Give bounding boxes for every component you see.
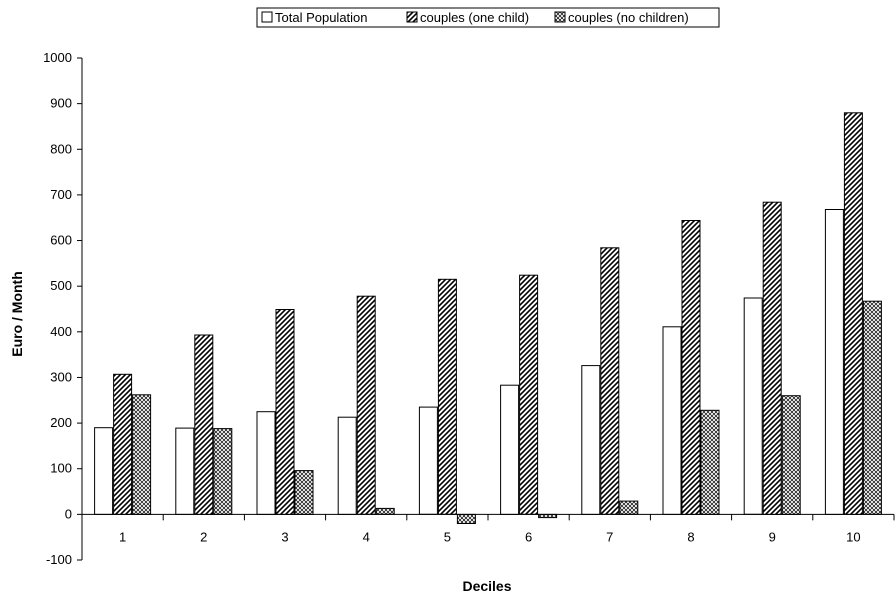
- bar-couples-no-children-9: [781, 395, 801, 515]
- y-tick-label: 300: [50, 369, 72, 384]
- bar-couples-one-child-3: [275, 309, 295, 515]
- bar-couples-one-child-8: [681, 220, 701, 515]
- y-tick-label: 700: [50, 187, 72, 202]
- x-tick-label: 8: [687, 529, 694, 544]
- legend-swatch-couples-one-child: [406, 11, 418, 23]
- x-tick-label: 4: [363, 529, 370, 544]
- x-tick-label: 5: [444, 529, 451, 544]
- bar-couples-no-children-5: [456, 513, 476, 525]
- legend-frame: [256, 7, 720, 28]
- x-tick-label: 10: [846, 529, 860, 544]
- bar-couples-one-child-7: [600, 247, 620, 515]
- y-axis-title: Euro / Month: [9, 271, 25, 357]
- bar-couples-one-child-9: [762, 201, 782, 515]
- legend-label-couples-one-child: couples (one child): [420, 10, 529, 25]
- y-tick-label: 400: [50, 324, 72, 339]
- y-tick-label: 0: [65, 506, 72, 521]
- y-tick-label: 600: [50, 233, 72, 248]
- x-axis-title: Deciles: [462, 578, 511, 594]
- bar-couples-one-child-5: [437, 278, 457, 515]
- bar-total-population-2: [175, 427, 195, 515]
- bar-total-population-3: [256, 411, 276, 515]
- bar-total-population-5: [418, 406, 438, 515]
- legend-swatch-couples-no-children: [554, 11, 566, 23]
- legend-label-couples-no-children: couples (no children): [568, 10, 689, 25]
- y-tick-label: 1000: [43, 50, 72, 65]
- bar-total-population-8: [662, 326, 682, 515]
- bar-couples-no-children-3: [294, 470, 314, 515]
- bar-total-population-7: [581, 365, 601, 515]
- x-tick-label: 3: [281, 529, 288, 544]
- bar-couples-one-child-10: [843, 112, 863, 515]
- bar-couples-no-children-10: [862, 300, 882, 515]
- y-tick-label: 200: [50, 415, 72, 430]
- bar-couples-no-children-7: [619, 500, 639, 515]
- bar-couples-no-children-4: [375, 507, 395, 515]
- bar-total-population-10: [824, 209, 844, 515]
- y-axis-ticks: -100 0 100 200 300 400 500 600 700 800 900 1000: [43, 50, 82, 567]
- bar-couples-one-child-2: [194, 334, 214, 515]
- bar-couples-no-children-2: [213, 428, 233, 515]
- bar-couples-one-child-4: [356, 295, 376, 515]
- y-tick-label: 100: [50, 461, 72, 476]
- bar-total-population-6: [500, 384, 520, 515]
- y-tick-label: 800: [50, 141, 72, 156]
- y-tick-label: 500: [50, 278, 72, 293]
- x-tick-label: 7: [606, 529, 613, 544]
- bar-total-population-1: [94, 427, 114, 515]
- bar-total-population-9: [743, 297, 763, 515]
- y-tick-label: -100: [46, 552, 72, 567]
- x-tick-label: 9: [769, 529, 776, 544]
- bar-couples-no-children-1: [132, 394, 152, 515]
- bars: [94, 112, 882, 525]
- bar-couples-one-child-1: [113, 373, 133, 515]
- x-tick-label: 6: [525, 529, 532, 544]
- legend-swatch-total-population: [261, 11, 273, 23]
- bar-couples-no-children-6: [538, 513, 558, 519]
- bar-total-population-4: [337, 416, 357, 515]
- x-axis-ticks: 1 2 3 4 5 6 7 8 9 10: [81, 514, 895, 544]
- bar-couples-no-children-8: [700, 409, 720, 515]
- legend-label-total-population: Total Population: [275, 10, 368, 25]
- bar-couples-one-child-6: [519, 274, 539, 515]
- x-tick-label: 1: [119, 529, 126, 544]
- x-tick-label: 2: [200, 529, 207, 544]
- legend: Total Population couples (one child) cou…: [256, 7, 720, 28]
- y-tick-label: 900: [50, 96, 72, 111]
